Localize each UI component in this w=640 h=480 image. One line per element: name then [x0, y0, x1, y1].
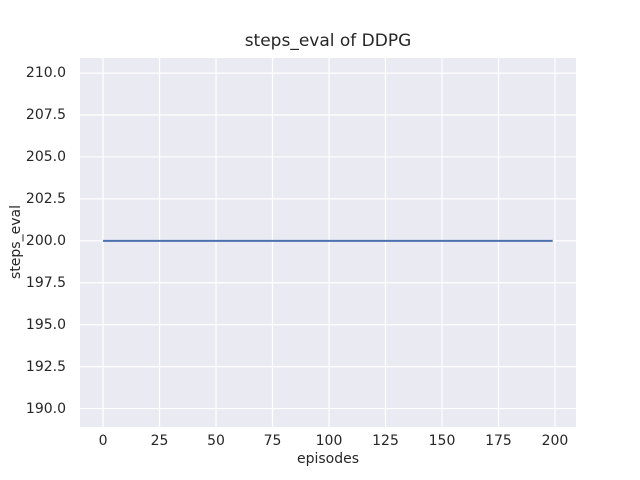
x-tick-label: 75 [263, 433, 282, 449]
x-tick-label: 25 [150, 433, 169, 449]
plot-background [80, 58, 576, 427]
y-tick-label: 190.0 [25, 400, 66, 417]
x-axis-title: episodes [296, 451, 360, 467]
x-tick-label: 200 [541, 433, 569, 449]
y-tick-label: 197.5 [25, 274, 66, 291]
y-tick-label: 200.0 [25, 232, 66, 249]
x-tick-label: 150 [428, 433, 456, 449]
x-tick-label: 100 [315, 433, 343, 449]
x-tick-label: 0 [98, 433, 108, 449]
y-tick-label: 207.5 [25, 107, 66, 124]
x-tick-label: 175 [485, 433, 512, 449]
x-tick-label: 125 [372, 433, 399, 449]
y-tick-label: 202.5 [25, 190, 66, 207]
x-tick-label: 50 [207, 433, 225, 449]
y-tick-label: 195.0 [25, 316, 66, 333]
y-tick-label: 210.0 [25, 65, 66, 82]
y-tick-label: 192.5 [25, 358, 66, 375]
y-tick-label: 205.0 [25, 148, 66, 165]
chart-title: steps_eval of DDPG [244, 31, 412, 51]
